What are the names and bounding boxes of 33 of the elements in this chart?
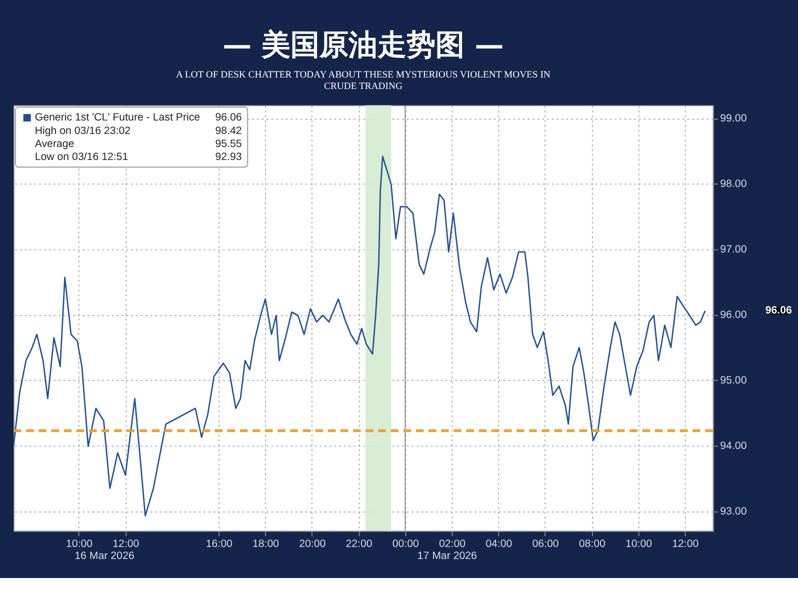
annotation: 98.42 <box>215 124 242 137</box>
legend-label: Generic 1st 'CL' Future - Last Price <box>34 112 200 124</box>
x-tick-label: 16:00 <box>206 538 233 550</box>
x-tick-label: 10:00 <box>66 538 93 550</box>
x-tick-label: 18:00 <box>252 538 280 550</box>
x-tick-label: 10:00 <box>625 538 652 550</box>
text: 17 Mar 2026 <box>417 550 478 562</box>
y-tick-label: 95.00 <box>720 374 747 387</box>
x-tick-label: 08:00 <box>578 538 606 550</box>
x-tick-label: 04:00 <box>486 538 512 550</box>
x-tick-label: 06:00 <box>532 538 559 550</box>
x-tick-label: 22:00 <box>346 538 372 550</box>
x-tick-label: 02:00 <box>438 538 466 550</box>
y-tick-label: 98.00 <box>720 178 747 190</box>
annotation: Low on 03/16 12:51 <box>34 150 128 163</box>
annotation: 92.93 <box>215 150 242 163</box>
y-tick-label: 96.00 <box>720 309 747 322</box>
annotation: Average <box>34 138 74 150</box>
annotation: 95.55 <box>215 138 242 150</box>
text: 16 Mar 2026 <box>74 550 134 562</box>
chart-title: — 美国原油走势图 — <box>222 27 504 62</box>
y-tick-label: 99.00 <box>720 112 747 125</box>
x-tick-label: 00:00 <box>392 538 420 550</box>
annotation: 96.06 <box>215 112 242 124</box>
y-tick-label: 97.00 <box>720 244 747 256</box>
chart-subtitle: A LOT OF DESK CHATTER TODAY ABOUT THESE MYSTERIOUS VIOLENT MOVES IN CRUDE TRADING <box>176 70 550 92</box>
annotation: High on 03/16 23:02 <box>34 124 131 137</box>
y-tick-label: 94.00 <box>720 440 747 452</box>
x-tick-label: 12:00 <box>672 538 699 550</box>
y-tick-label: 93.00 <box>720 506 747 518</box>
x-tick-label: 20:00 <box>299 538 326 550</box>
text: 96.06 <box>765 304 792 317</box>
x-tick-label: 12:00 <box>112 538 140 550</box>
